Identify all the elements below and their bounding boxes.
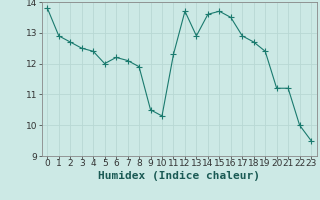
X-axis label: Humidex (Indice chaleur): Humidex (Indice chaleur) <box>98 171 260 181</box>
